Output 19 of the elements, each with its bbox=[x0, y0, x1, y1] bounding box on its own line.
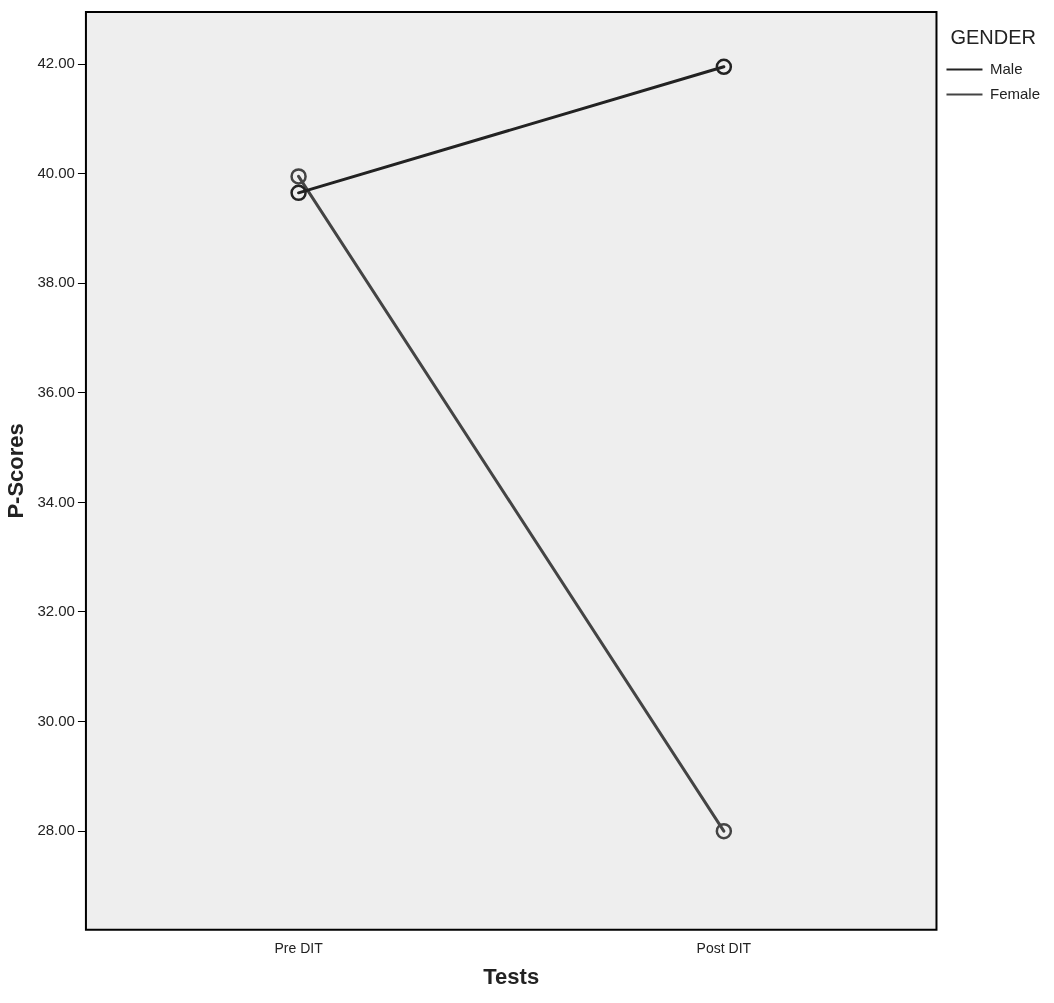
legend-label: Female bbox=[989, 84, 1041, 102]
y-tick-label: 36.00 bbox=[37, 382, 75, 400]
y-tick-label: 40.00 bbox=[37, 163, 75, 181]
x-axis-title: Tests bbox=[483, 963, 540, 989]
y-tick-label: 32.00 bbox=[37, 602, 75, 620]
point bbox=[290, 184, 307, 202]
y-axis-title: P-Scores bbox=[3, 423, 29, 519]
x-tick-label: Pre DIT bbox=[274, 940, 324, 957]
y-tick-label: 38.00 bbox=[37, 273, 75, 291]
legend-title: GENDER bbox=[950, 25, 1037, 48]
x-tick-label: Post DIT bbox=[696, 940, 752, 957]
y-tick-label: 28.00 bbox=[37, 821, 75, 839]
point bbox=[290, 168, 307, 185]
y-tick-label: 30.00 bbox=[37, 711, 75, 729]
point bbox=[715, 822, 733, 840]
y-tick-label: 42.00 bbox=[37, 54, 75, 72]
y-tick-label: 34.00 bbox=[37, 492, 75, 510]
point bbox=[715, 58, 733, 76]
legend-label: Male bbox=[989, 59, 1023, 77]
